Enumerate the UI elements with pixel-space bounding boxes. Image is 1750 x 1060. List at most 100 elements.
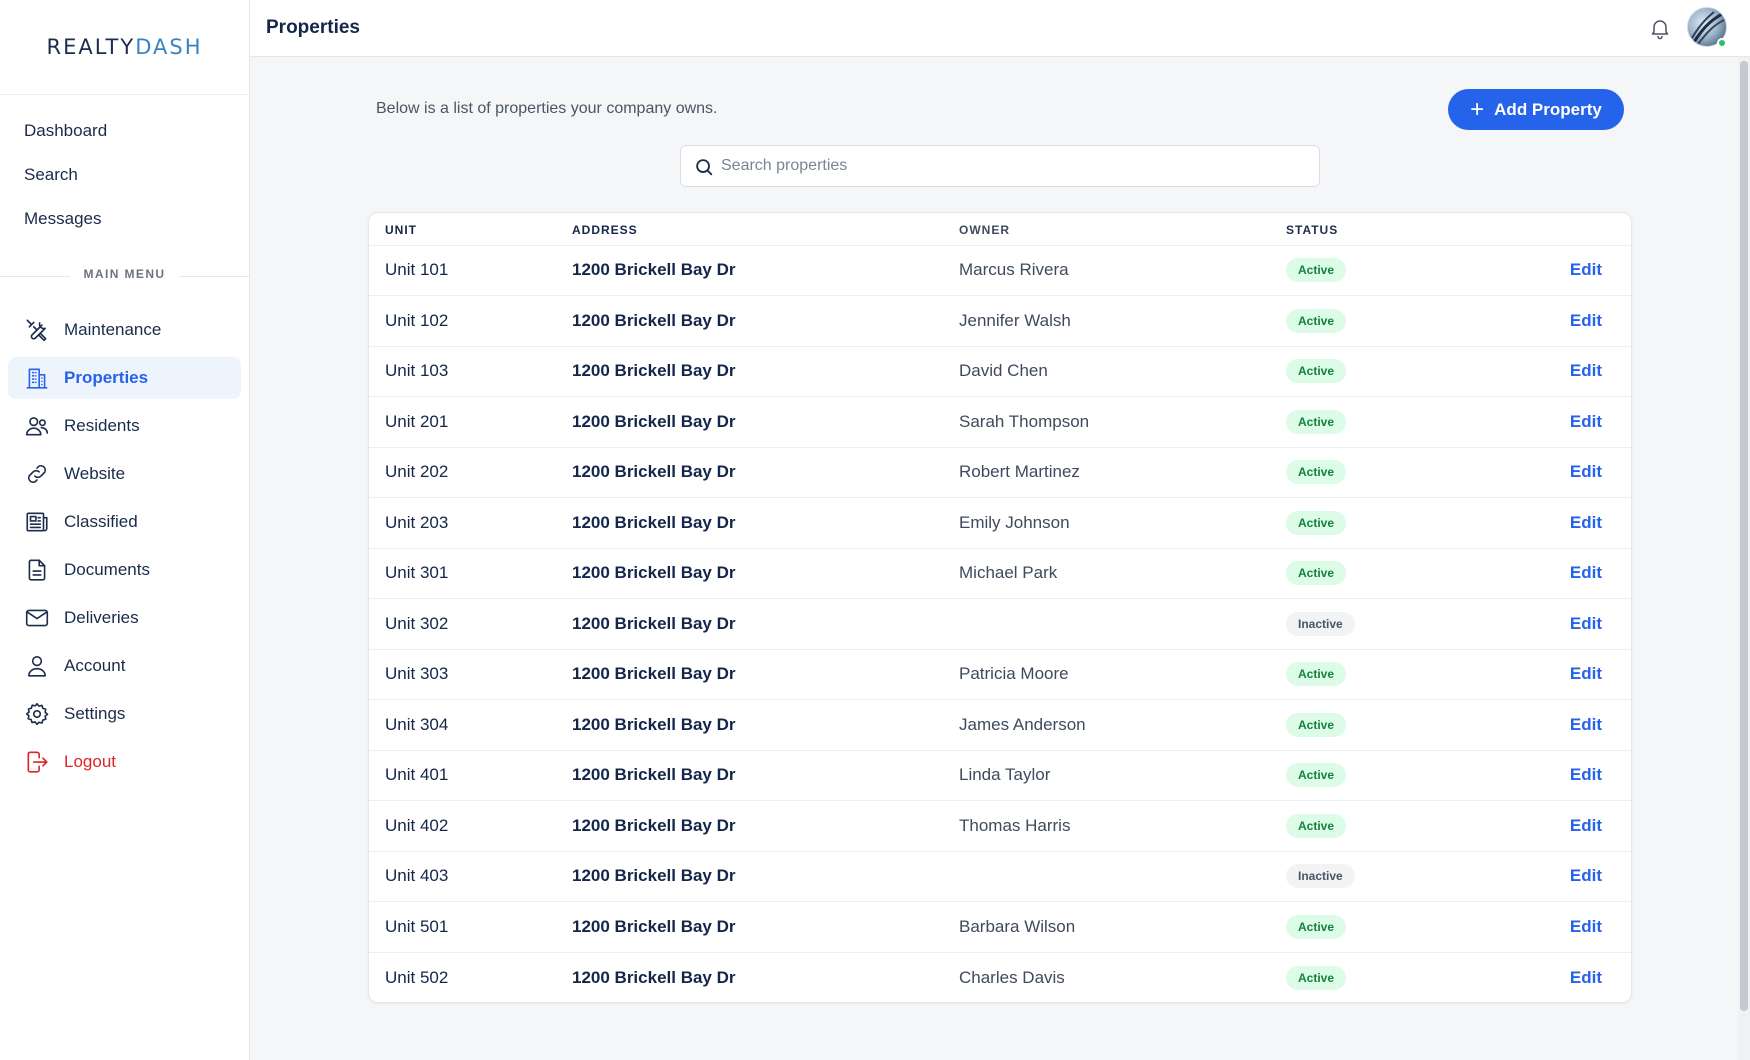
table-row[interactable]: Unit 302 1200 Brickell Bay Dr Inactive Edit: [369, 598, 1631, 649]
nav-messages[interactable]: Messages: [24, 209, 102, 228]
edit-link[interactable]: Edit: [1569, 765, 1602, 785]
edit-cell: Edit: [1506, 497, 1631, 548]
edit-link[interactable]: Edit: [1569, 714, 1602, 734]
column-header-status[interactable]: STATUS: [1286, 222, 1339, 237]
newspaper-icon: [24, 509, 50, 535]
online-status-dot: [1717, 38, 1727, 48]
status-cell: Active: [1286, 244, 1506, 296]
sidebar-item-classified[interactable]: Classified: [8, 501, 241, 543]
edit-cell: Edit: [1506, 901, 1631, 952]
address-cell: 1200 Brickell Bay Dr: [572, 295, 959, 346]
unit-cell: Unit 302: [369, 598, 572, 649]
logout-icon: [24, 749, 50, 775]
status-badge: Active: [1286, 662, 1347, 687]
sidebar-item-residents[interactable]: Residents: [8, 405, 241, 447]
status-cell: Active: [1286, 749, 1506, 801]
column-header-address[interactable]: ADDRESS: [572, 222, 638, 237]
owner-cell: [959, 850, 1286, 902]
edit-link[interactable]: Edit: [1569, 916, 1602, 936]
table-row[interactable]: Unit 502 1200 Brickell Bay Dr Charles Davi…: [369, 951, 1631, 1002]
edit-link[interactable]: Edit: [1569, 815, 1602, 835]
brand-logo[interactable]: REALTYDASH: [47, 35, 203, 59]
link-icon: [24, 461, 50, 487]
main-menu-label: MAIN MENU: [69, 267, 180, 281]
edit-link[interactable]: Edit: [1569, 563, 1602, 583]
table-row[interactable]: Unit 401 1200 Brickell Bay Dr Linda Taylor…: [369, 749, 1631, 801]
sidebar-item-label: Website: [64, 464, 126, 483]
sidebar-item-label: Classified: [64, 512, 138, 531]
status-badge: Active: [1286, 712, 1347, 737]
bell-icon[interactable]: [1648, 16, 1672, 40]
owner-cell: Robert Martinez: [959, 446, 1286, 498]
owner-cell: Sarah Thompson: [959, 396, 1286, 447]
address-cell: 1200 Brickell Bay Dr: [572, 497, 959, 548]
edit-link[interactable]: Edit: [1569, 361, 1602, 381]
sidebar-item-properties[interactable]: Properties: [8, 357, 241, 399]
status-cell: Active: [1286, 295, 1506, 346]
status-badge: Active: [1286, 409, 1347, 434]
owner-cell: [959, 598, 1286, 649]
sidebar: REALTYDASH Dashboard Search Messages MAI…: [0, 0, 250, 1060]
table-row[interactable]: Unit 501 1200 Brickell Bay Dr Barbara Wils…: [369, 901, 1631, 952]
add-property-button[interactable]: + Add Property: [1448, 89, 1624, 130]
table-row[interactable]: Unit 201 1200 Brickell Bay Dr Sarah Thomps…: [369, 396, 1631, 447]
owner-cell: David Chen: [959, 345, 1286, 397]
sidebar-item-settings[interactable]: Settings: [8, 693, 241, 735]
brand-name-part1: REALTY: [46, 35, 136, 59]
sidebar-item-account[interactable]: Account: [8, 645, 241, 687]
sidebar-item-deliveries[interactable]: Deliveries: [8, 597, 241, 639]
properties-table: UNIT ADDRESS OWNER STATUS Unit 101 1200 B…: [369, 213, 1631, 1002]
status-badge: Active: [1286, 510, 1347, 535]
column-header-owner[interactable]: OWNER: [959, 222, 1010, 237]
sidebar-item-website[interactable]: Website: [8, 453, 241, 495]
table-row[interactable]: Unit 202 1200 Brickell Bay Dr Robert Marti…: [369, 446, 1631, 498]
table-row[interactable]: Unit 301 1200 Brickell Bay Dr Michael Park…: [369, 547, 1631, 599]
status-badge: Inactive: [1286, 611, 1355, 636]
status-cell: Active: [1286, 699, 1506, 750]
page-scrollbar[interactable]: [1738, 57, 1750, 1060]
table-row[interactable]: Unit 303 1200 Brickell Bay Dr Patricia Moo…: [369, 648, 1631, 700]
table-row[interactable]: Unit 103 1200 Brickell Bay Dr David Chen Ac…: [369, 345, 1631, 397]
edit-link[interactable]: Edit: [1569, 260, 1602, 280]
column-header-unit[interactable]: UNIT: [385, 222, 417, 237]
tools-icon: [24, 317, 50, 343]
address-cell: 1200 Brickell Bay Dr: [572, 901, 959, 952]
table-row[interactable]: Unit 402 1200 Brickell Bay Dr Thomas Harri…: [369, 800, 1631, 851]
edit-link[interactable]: Edit: [1569, 664, 1602, 684]
nav-dashboard[interactable]: Dashboard: [24, 121, 108, 140]
table-header-row: UNIT ADDRESS OWNER STATUS: [369, 213, 1631, 245]
edit-link[interactable]: Edit: [1569, 967, 1602, 987]
edit-link[interactable]: Edit: [1569, 613, 1602, 633]
nav-search[interactable]: Search: [24, 165, 78, 184]
sidebar-item-logout[interactable]: Logout: [8, 741, 241, 783]
table-row[interactable]: Unit 304 1200 Brickell Bay Dr James Anders…: [369, 699, 1631, 750]
top-bar: Properties: [250, 0, 1750, 57]
address-cell: 1200 Brickell Bay Dr: [572, 598, 959, 649]
table-row[interactable]: Unit 101 1200 Brickell Bay Dr Marcus River…: [369, 244, 1631, 296]
edit-link[interactable]: Edit: [1569, 310, 1602, 330]
edit-link[interactable]: Edit: [1569, 462, 1602, 482]
sidebar-item-documents[interactable]: Documents: [8, 549, 241, 591]
table-row[interactable]: Unit 403 1200 Brickell Bay Dr Inactive Edit: [369, 850, 1631, 902]
address-cell: 1200 Brickell Bay Dr: [572, 850, 959, 902]
edit-cell: Edit: [1506, 598, 1631, 649]
status-badge: Active: [1286, 258, 1347, 283]
address-cell: 1200 Brickell Bay Dr: [572, 648, 959, 700]
search-input[interactable]: [721, 146, 1311, 186]
sidebar-item-maintenance[interactable]: Maintenance: [8, 309, 241, 351]
column-header-actions: [1506, 213, 1631, 245]
edit-link[interactable]: Edit: [1569, 411, 1602, 431]
edit-link[interactable]: Edit: [1569, 512, 1602, 532]
owner-cell: Michael Park: [959, 547, 1286, 599]
address-cell: 1200 Brickell Bay Dr: [572, 800, 959, 851]
table-row[interactable]: Unit 203 1200 Brickell Bay Dr Emily Johnso…: [369, 497, 1631, 548]
sidebar-item-label: Settings: [64, 704, 126, 723]
edit-cell: Edit: [1506, 244, 1631, 296]
table-body: Unit 101 1200 Brickell Bay Dr Marcus River…: [369, 244, 1631, 1002]
scrollbar-thumb[interactable]: [1740, 61, 1748, 1011]
owner-cell: Emily Johnson: [959, 497, 1286, 548]
table-row[interactable]: Unit 102 1200 Brickell Bay Dr Jennifer Wal…: [369, 295, 1631, 346]
edit-link[interactable]: Edit: [1569, 866, 1602, 886]
unit-cell: Unit 203: [369, 497, 572, 548]
sidebar-item-label: Logout: [64, 752, 116, 771]
